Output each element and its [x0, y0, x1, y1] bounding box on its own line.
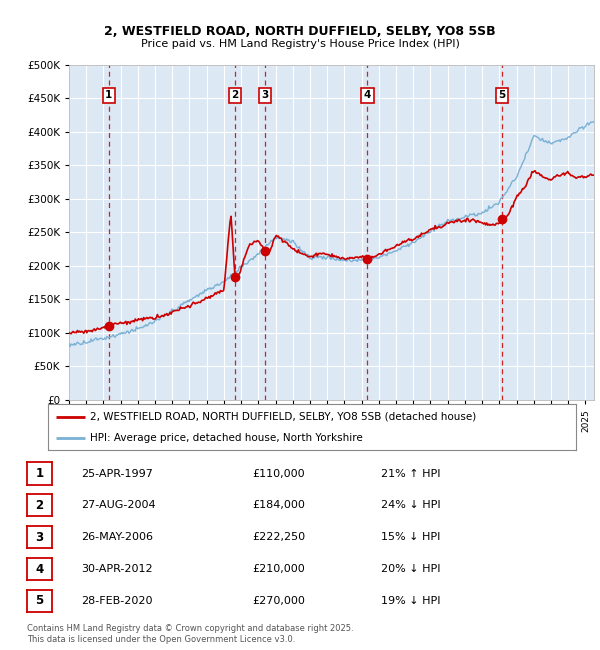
Text: 24% ↓ HPI: 24% ↓ HPI	[381, 500, 440, 510]
Text: 1: 1	[106, 90, 113, 100]
Text: 3: 3	[262, 90, 269, 100]
Text: 2: 2	[232, 90, 239, 100]
Text: Price paid vs. HM Land Registry's House Price Index (HPI): Price paid vs. HM Land Registry's House …	[140, 39, 460, 49]
Text: 26-MAY-2006: 26-MAY-2006	[81, 532, 153, 542]
Text: 19% ↓ HPI: 19% ↓ HPI	[381, 596, 440, 606]
Text: £222,250: £222,250	[252, 532, 305, 542]
Text: Contains HM Land Registry data © Crown copyright and database right 2025.
This d: Contains HM Land Registry data © Crown c…	[27, 624, 353, 644]
Text: 2: 2	[35, 499, 44, 512]
Text: 1: 1	[35, 467, 44, 480]
Text: 28-FEB-2020: 28-FEB-2020	[81, 596, 152, 606]
Text: 5: 5	[499, 90, 506, 100]
Text: 5: 5	[35, 594, 44, 607]
Text: £184,000: £184,000	[252, 500, 305, 510]
Text: 4: 4	[364, 90, 371, 100]
Text: 2, WESTFIELD ROAD, NORTH DUFFIELD, SELBY, YO8 5SB: 2, WESTFIELD ROAD, NORTH DUFFIELD, SELBY…	[104, 25, 496, 38]
Text: 21% ↑ HPI: 21% ↑ HPI	[381, 469, 440, 478]
Text: 30-APR-2012: 30-APR-2012	[81, 564, 152, 574]
Text: 20% ↓ HPI: 20% ↓ HPI	[381, 564, 440, 574]
Text: 25-APR-1997: 25-APR-1997	[81, 469, 153, 478]
Text: 15% ↓ HPI: 15% ↓ HPI	[381, 532, 440, 542]
Text: £210,000: £210,000	[252, 564, 305, 574]
Text: HPI: Average price, detached house, North Yorkshire: HPI: Average price, detached house, Nort…	[90, 434, 363, 443]
Text: £110,000: £110,000	[252, 469, 305, 478]
Text: 3: 3	[35, 530, 44, 543]
Text: 2, WESTFIELD ROAD, NORTH DUFFIELD, SELBY, YO8 5SB (detached house): 2, WESTFIELD ROAD, NORTH DUFFIELD, SELBY…	[90, 411, 476, 422]
Text: £270,000: £270,000	[252, 596, 305, 606]
Text: 27-AUG-2004: 27-AUG-2004	[81, 500, 155, 510]
Text: 4: 4	[35, 563, 44, 576]
